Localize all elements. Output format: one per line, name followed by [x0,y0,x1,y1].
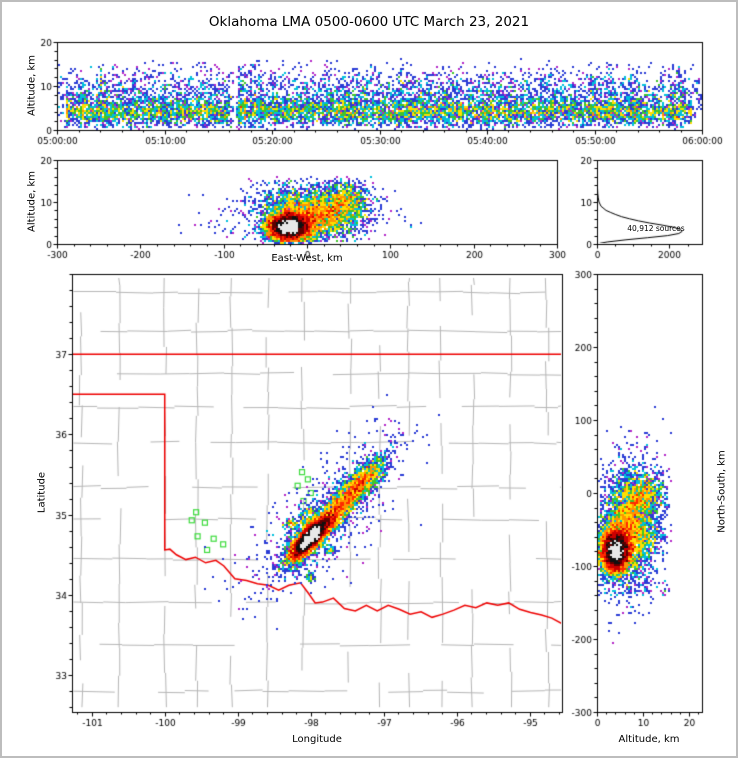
y-axis-label-altitude-ew: Altitude, km [26,171,38,232]
source-count-annotation: 40,912 sources [627,224,685,233]
y-axis-label-north-south: North-South, km [716,450,728,533]
x-axis-label-altitude-ns: Altitude, km [618,734,680,745]
x-axis-label-longitude: Longitude [292,734,342,745]
y-axis-label-latitude: Latitude [36,471,48,514]
y-axis-label-altitude-timeheight: Altitude, km [26,55,38,116]
plot-title: Oklahoma LMA 0500-0600 UTC March 23, 202… [208,14,530,30]
x-axis-label-east-west: East-West, km [271,253,343,264]
